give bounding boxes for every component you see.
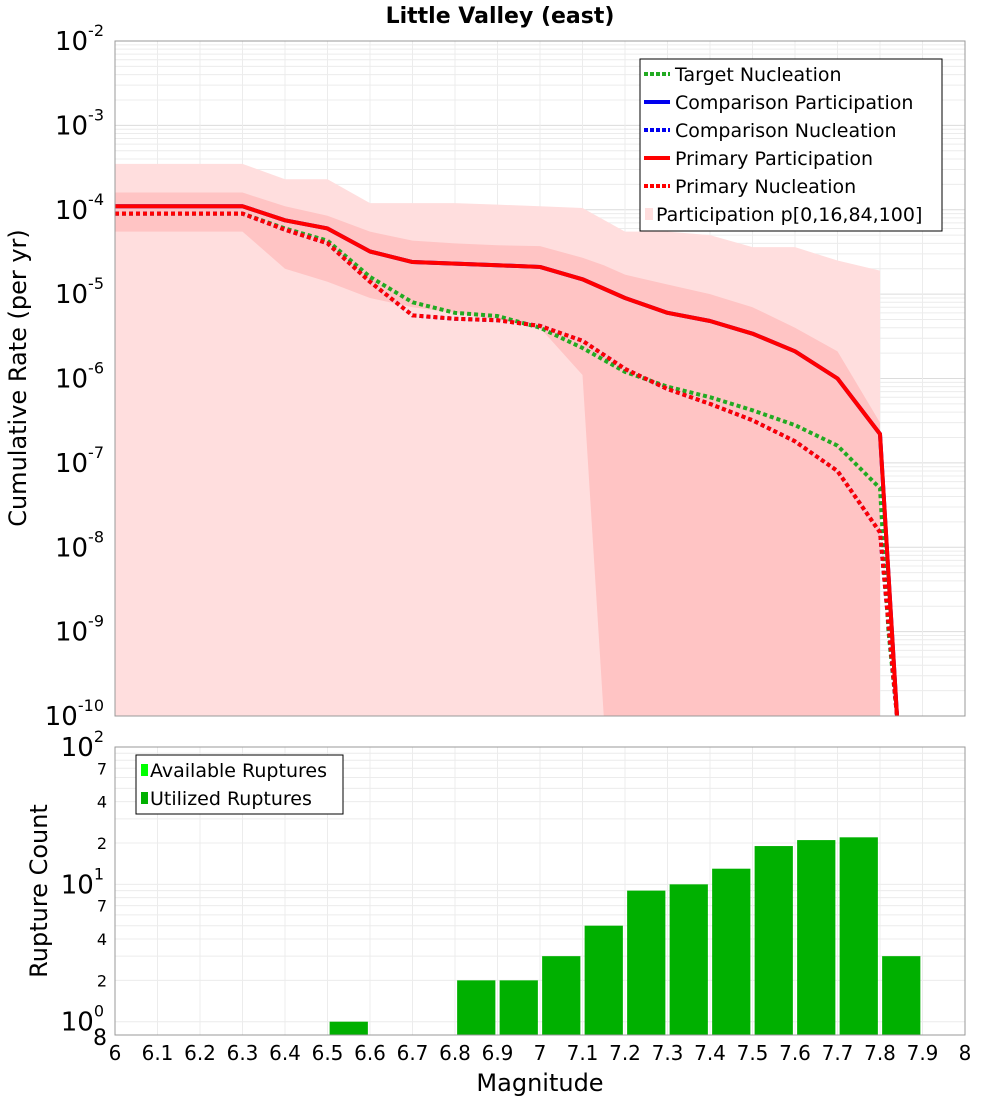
legend-swatch bbox=[645, 208, 653, 220]
y-tick-label: 102 bbox=[61, 727, 104, 763]
bar bbox=[542, 956, 581, 1035]
rate-plot-y-label: Cumulative Rate (per yr) bbox=[4, 229, 32, 527]
x-axis-label: Magnitude bbox=[476, 1069, 603, 1097]
y-tick-label: 2 bbox=[97, 834, 107, 853]
legend-label: Comparison Participation bbox=[675, 92, 913, 114]
y-tick-label: 10-7 bbox=[55, 443, 104, 479]
rate-plot-y-ticks: 10-10 10-9 10-8 10-7 10-6 10-5 10-4 10-3 10-2 bbox=[45, 21, 104, 732]
rate-plot-border bbox=[114, 40, 966, 717]
bar bbox=[457, 980, 496, 1035]
x-tick-label: 7.4 bbox=[694, 1041, 726, 1065]
x-tick-label: 6.5 bbox=[312, 1041, 344, 1065]
legend-label: Primary Nucleation bbox=[675, 176, 856, 198]
y-tick-label: 4 bbox=[97, 793, 107, 812]
x-tick-label: 6.8 bbox=[439, 1041, 471, 1065]
bar bbox=[499, 980, 538, 1035]
x-tick-label: 7 bbox=[534, 1041, 547, 1065]
rate-plot-legend: Target Nucleation Comparison Participatio… bbox=[639, 58, 943, 232]
rate-plot: 10-10 10-9 10-8 10-7 10-6 10-5 10-4 10-3 10-2 Cu… bbox=[4, 21, 966, 732]
bar bbox=[584, 925, 623, 1035]
legend-swatch bbox=[141, 792, 148, 804]
legend-swatch bbox=[141, 764, 148, 776]
x-tick-label: 6.3 bbox=[227, 1041, 259, 1065]
y-tick-label: 10-10 bbox=[45, 696, 104, 732]
x-tick-label: 6.7 bbox=[397, 1041, 429, 1065]
y-tick-label: 10-4 bbox=[55, 190, 104, 226]
x-tick-label: 7.3 bbox=[652, 1041, 684, 1065]
bar bbox=[627, 890, 666, 1035]
uncertainty-band bbox=[115, 192, 880, 717]
rupture-plot-border bbox=[114, 746, 966, 1036]
legend-box bbox=[135, 754, 344, 815]
legend-label: Utilized Ruptures bbox=[150, 788, 312, 810]
y-tick-label: 101 bbox=[61, 864, 104, 900]
legend-label: Participation p[0,16,84,100] bbox=[656, 204, 922, 226]
y-tick-label: 10-6 bbox=[55, 359, 104, 395]
bar bbox=[669, 884, 708, 1035]
bar bbox=[882, 956, 921, 1035]
x-tick-label: 6.1 bbox=[142, 1041, 174, 1065]
y-tick-label: 4 bbox=[97, 930, 107, 949]
y-tick-label: 7 bbox=[97, 759, 107, 778]
y-tick-label: 10-3 bbox=[55, 105, 104, 141]
x-tick-label: 7.7 bbox=[822, 1041, 854, 1065]
x-tick-label: 7.1 bbox=[567, 1041, 599, 1065]
y-tick-label: 7 bbox=[97, 897, 107, 916]
chart-title: Little Valley (east) bbox=[386, 4, 615, 29]
x-tick-label: 6.4 bbox=[269, 1041, 301, 1065]
legend-label: Target Nucleation bbox=[674, 64, 842, 86]
series-line bbox=[115, 211, 899, 717]
rupture-plot-y-label: Rupture Count bbox=[25, 804, 53, 978]
y-tick-label: 10-8 bbox=[55, 527, 104, 563]
x-tick-label: 8 bbox=[959, 1041, 972, 1065]
x-tick-label: 7.9 bbox=[907, 1041, 939, 1065]
rate-plot-bands bbox=[115, 163, 880, 717]
bar bbox=[712, 868, 751, 1035]
x-tick-label: 6 bbox=[109, 1041, 122, 1065]
x-tick-label: 7.2 bbox=[609, 1041, 641, 1065]
rate-plot-lines bbox=[115, 204, 899, 717]
legend-label: Comparison Nucleation bbox=[675, 120, 897, 142]
bar bbox=[797, 840, 836, 1035]
legend-label: Primary Participation bbox=[675, 148, 873, 170]
x-tick-label: 7.8 bbox=[864, 1041, 896, 1065]
legend-label: Available Ruptures bbox=[150, 760, 327, 782]
x-tick-label: 7.6 bbox=[779, 1041, 811, 1065]
rupture-plot-x-ticks: 6 6.1 6.2 6.3 6.4 6.5 6.6 6.7 6.8 6.9 7 7.1 7.2 7.3 7.… bbox=[109, 1041, 972, 1065]
bar bbox=[839, 837, 878, 1035]
y-tick-label: 10-9 bbox=[55, 612, 104, 648]
rupture-plot-bars bbox=[329, 837, 921, 1035]
x-tick-label: 6.9 bbox=[482, 1041, 514, 1065]
y-tick-label: 8 bbox=[93, 1026, 107, 1051]
bar bbox=[754, 846, 793, 1035]
legend-box bbox=[639, 58, 943, 232]
x-tick-label: 6.2 bbox=[184, 1041, 216, 1065]
x-tick-label: 6.6 bbox=[354, 1041, 386, 1065]
series-line bbox=[115, 211, 899, 717]
x-tick-label: 7.5 bbox=[737, 1041, 769, 1065]
y-tick-label: 10-5 bbox=[55, 274, 104, 310]
y-tick-label: 10-2 bbox=[55, 21, 104, 57]
y-tick-label: 100 bbox=[61, 1002, 104, 1038]
rupture-plot-legend: Available Ruptures Utilized Ruptures bbox=[135, 754, 344, 815]
bar bbox=[329, 1021, 368, 1035]
y-tick-label: 2 bbox=[97, 971, 107, 990]
series-line bbox=[115, 204, 899, 717]
